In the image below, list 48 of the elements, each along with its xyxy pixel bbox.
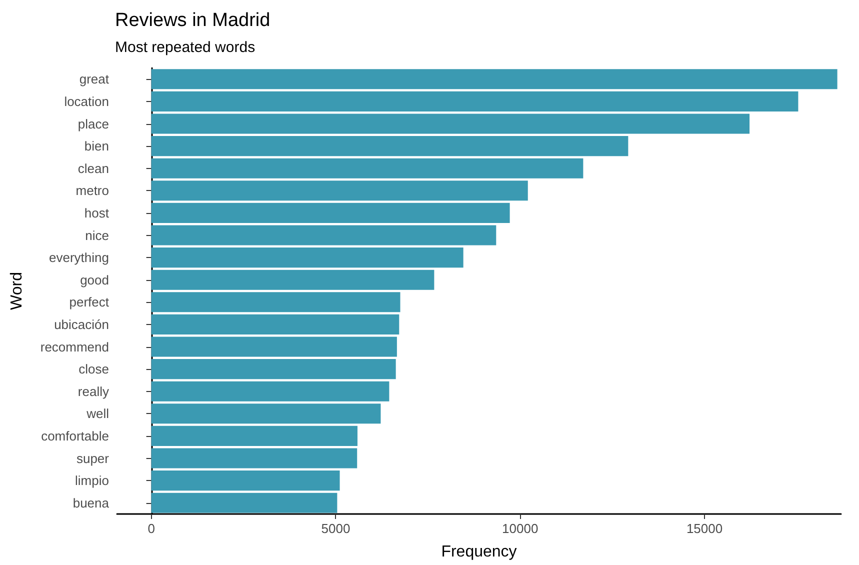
bar [151, 492, 338, 513]
bar [151, 91, 798, 112]
y-tick-label: buena [72, 495, 110, 510]
x-tick-label: 5000 [321, 521, 350, 536]
y-tick-label: host [84, 205, 110, 220]
bar [151, 404, 381, 424]
y-tick-label: comfortable [41, 428, 109, 444]
bar [151, 381, 390, 402]
y-tick-label: location [64, 94, 109, 109]
bar [151, 69, 838, 90]
y-tick-label: perfect [69, 294, 110, 310]
chart-subtitle: Most repeated words [115, 39, 256, 56]
bar [151, 314, 400, 334]
y-tick-label: everything [49, 250, 109, 266]
y-tick-label: place [78, 116, 109, 132]
bar [151, 426, 358, 446]
y-tick-label: bien [84, 138, 109, 154]
y-tick-label: limpio [75, 473, 109, 488]
y-tick-label: great [79, 72, 110, 87]
y-tick-label: well [86, 406, 110, 422]
bar [151, 248, 464, 268]
bar [151, 448, 358, 468]
x-axis-title: Frequency [441, 544, 517, 560]
x-tick-label: 10000 [502, 521, 538, 536]
x-tick-label: 0 [148, 521, 155, 536]
chart-title: Reviews in Madrid [115, 10, 270, 31]
y-tick-label: really [78, 384, 110, 399]
x-tick-label: 15000 [686, 521, 723, 536]
y-tick-label: good [80, 272, 109, 288]
y-tick-label: close [78, 362, 109, 377]
bar [151, 202, 510, 223]
y-tick-label: ubicación [54, 316, 109, 332]
bar [151, 359, 396, 380]
bar [151, 336, 397, 357]
y-tick-label: clean [78, 160, 109, 176]
y-tick-label: recommend [40, 339, 109, 354]
bar [151, 114, 750, 134]
y-axis-title: Word [8, 272, 26, 310]
y-tick-label: nice [85, 228, 109, 243]
bar [151, 136, 628, 156]
bar [151, 180, 528, 201]
bar [151, 270, 434, 290]
y-tick-label: metro [76, 183, 109, 198]
bar [151, 158, 584, 178]
bar [151, 225, 496, 246]
y-tick-label: super [76, 450, 110, 466]
bar [151, 292, 400, 312]
bar [151, 470, 340, 491]
